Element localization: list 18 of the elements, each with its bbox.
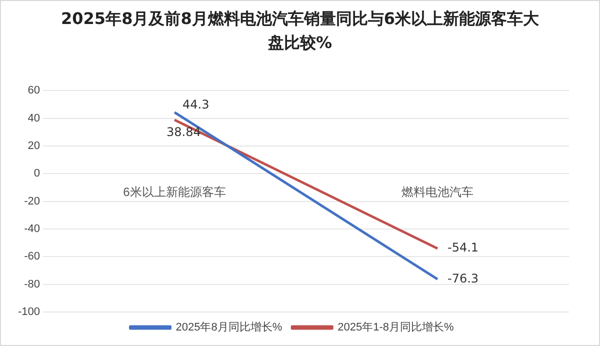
y-tick-label: 0 (34, 168, 40, 180)
y-tick-label: 60 (28, 84, 40, 97)
data-label: -76.3 (448, 271, 479, 286)
data-label: 38.84 (166, 125, 201, 140)
y-tick-label: -100 (18, 306, 40, 318)
y-tick-label: 40 (28, 112, 40, 124)
legend-label: 2025年8月同比增长% (176, 320, 282, 334)
data-label: -54.1 (448, 240, 479, 255)
chart-title: 2025年8月及前8月燃料电池汽车销量同比与6米以上新能源客车大盘比较% (61, 8, 539, 54)
y-tick-label: -40 (24, 223, 40, 236)
data-label: 44.3 (182, 97, 210, 112)
x-tick-label: 6米以上新能源客车 (123, 185, 226, 200)
x-tick-label: 燃料电池汽车 (402, 185, 474, 200)
y-tick-label: 20 (28, 140, 40, 152)
y-tick-label: -60 (24, 250, 40, 263)
y-tick-label: -20 (24, 195, 40, 208)
y-tick-label: -80 (24, 278, 40, 290)
legend-label: 2025年1-8月同比增长% (338, 320, 454, 334)
